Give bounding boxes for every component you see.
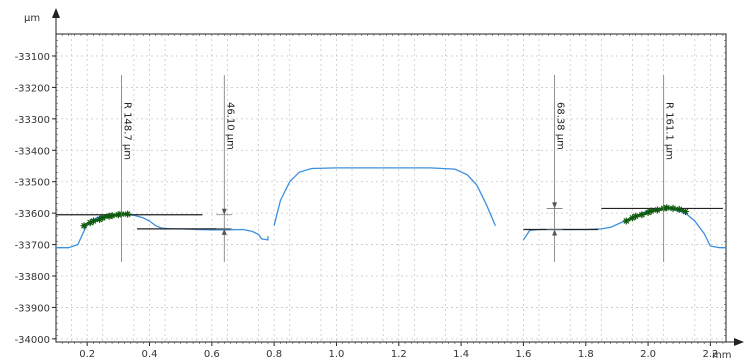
x-axis-arrow <box>734 338 744 346</box>
x-axis-unit: mm <box>712 350 731 361</box>
fit-point-marker <box>675 205 683 213</box>
fit-point-marker <box>681 208 689 216</box>
y-tick-label: -33900 <box>15 303 50 314</box>
fit-point-marker <box>124 210 132 218</box>
fit-point-marker <box>632 212 640 220</box>
y-tick-label: -33400 <box>15 146 50 157</box>
fit-point-marker <box>86 219 94 227</box>
annotation-label: 46.10 µm <box>224 102 235 150</box>
annotations: R 148.7 µm 46.10 µm 68.38 µm R 161.1 µm <box>121 75 675 262</box>
y-tick-label: -34000 <box>15 335 50 346</box>
annotation-label: R 161.1 µm <box>664 102 675 160</box>
y-tick-label: -33200 <box>15 83 50 94</box>
fit-point-marker <box>89 217 97 225</box>
x-tick-label: 1.8 <box>578 349 594 360</box>
fit-point-marker <box>105 212 113 220</box>
fit-point-marker <box>663 204 671 212</box>
fit-point-marker <box>647 207 655 215</box>
step-arrow <box>221 208 227 215</box>
profile-series <box>56 167 726 249</box>
fit-point-marker <box>622 217 630 225</box>
fit-point-marker <box>114 211 122 219</box>
y-axis-unit: µm <box>24 13 40 24</box>
fit-point-marker <box>108 212 116 220</box>
fit-point-marker <box>629 214 637 222</box>
fit-point-marker <box>99 214 107 222</box>
x-tick-label: 1.6 <box>515 349 531 360</box>
annotation-label: R 148.7 µm <box>121 102 132 160</box>
fit-point-marker <box>80 222 88 230</box>
y-tick-label: -33100 <box>15 52 50 63</box>
profile-line-segment <box>522 207 726 249</box>
annotation-label: 68.38 µm <box>555 102 566 150</box>
fit-point-marker <box>638 211 646 219</box>
plot-frame <box>55 33 727 343</box>
x-tick-label: 0.4 <box>142 349 158 360</box>
profile-line-segment <box>56 213 269 249</box>
x-tick-label: 1.2 <box>391 349 407 360</box>
y-tick-label: -33800 <box>15 272 50 283</box>
y-axis-arrow <box>52 8 60 18</box>
y-tick-label: -33300 <box>15 115 50 126</box>
profile-line-segment <box>273 167 496 226</box>
x-tick-label: 2.2 <box>702 349 718 360</box>
fit-point-marker <box>96 215 104 223</box>
y-tick-label: -33600 <box>15 209 50 220</box>
step-arrow <box>552 229 558 236</box>
step-arrow <box>221 228 227 235</box>
grid <box>56 34 726 342</box>
x-tick-label: 0.6 <box>204 349 220 360</box>
fit-point-marker <box>669 204 677 212</box>
fit-point-marker <box>644 209 652 217</box>
axes: µm mm 0.2 0.4 0.6 0.8 1.0 1.2 1.4 1.6 1.8 2.0 2.2 -… <box>15 8 744 361</box>
x-tick-label: 1.0 <box>329 349 345 360</box>
fit-points <box>80 204 689 230</box>
x-tick-label: 0.2 <box>79 349 95 360</box>
x-tick-label: 2.0 <box>640 349 656 360</box>
fit-point-marker <box>653 206 661 214</box>
step-arrow <box>552 202 558 209</box>
x-tick-label: 0.8 <box>266 349 282 360</box>
y-tick-label: -33700 <box>15 241 50 252</box>
y-tick-label: -33500 <box>15 178 50 189</box>
x-tick-label: 1.4 <box>453 349 469 360</box>
